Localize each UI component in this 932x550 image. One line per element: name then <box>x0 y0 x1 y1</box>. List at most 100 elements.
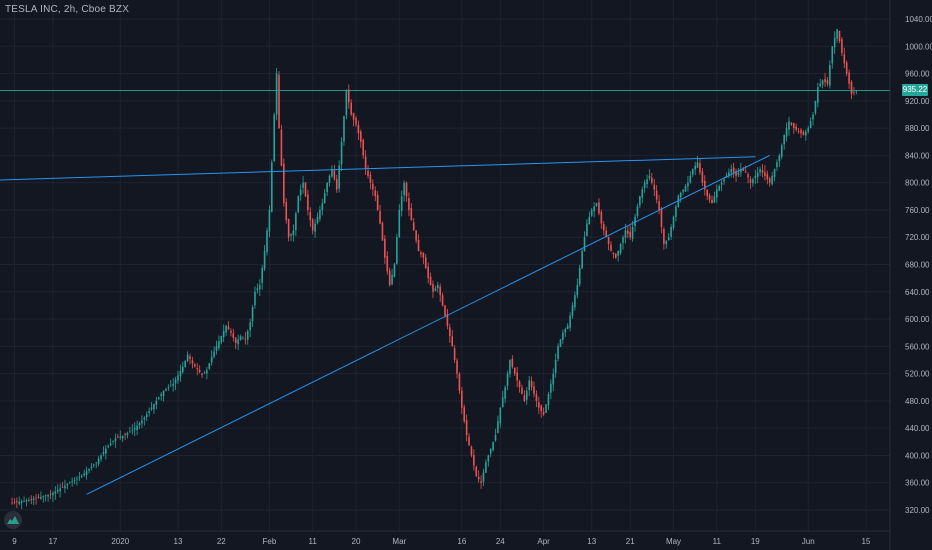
candle-body <box>653 184 656 190</box>
candle-body <box>328 175 331 183</box>
candle-body <box>528 380 530 391</box>
candle-body <box>186 354 189 362</box>
x-tick-label: Mar <box>392 537 406 546</box>
candle-body <box>191 360 194 364</box>
candle-body <box>408 198 410 210</box>
candle-body <box>388 270 391 285</box>
candle-body <box>422 252 425 258</box>
candle-body <box>150 407 153 410</box>
candle-body <box>617 250 619 256</box>
candle-body <box>222 330 225 338</box>
candle-body <box>562 332 564 340</box>
candle-body <box>189 356 191 359</box>
candle-body <box>174 379 177 384</box>
candle-body <box>651 177 653 183</box>
candle-body <box>658 201 660 210</box>
candle-body <box>179 371 182 377</box>
candle-body <box>607 236 610 245</box>
candle-body <box>112 440 114 442</box>
x-tick-label: 20 <box>352 537 361 546</box>
x-tick-label: 11 <box>713 537 722 546</box>
candle-body <box>314 223 316 232</box>
candle-body <box>627 230 629 234</box>
candle-body <box>340 141 343 165</box>
candle-body <box>631 226 634 239</box>
candle-body <box>227 326 230 330</box>
candle-body <box>71 481 73 483</box>
candle-body <box>451 336 454 347</box>
candle-body <box>660 208 663 227</box>
candle-body <box>752 179 754 184</box>
candle-body <box>533 386 535 395</box>
candle-body <box>643 182 646 188</box>
x-tick-label: 2020 <box>111 537 129 546</box>
candle-body <box>434 288 437 291</box>
y-tick-label: 960.00 <box>905 70 930 79</box>
candle-body <box>432 284 434 292</box>
candle-body <box>297 196 300 213</box>
candle-body <box>812 114 814 120</box>
candle-body <box>855 90 858 92</box>
x-tick-label: Apr <box>537 537 550 546</box>
candle-body <box>323 192 326 204</box>
candle-body <box>850 81 853 95</box>
candle-body <box>624 230 627 238</box>
candle-body <box>545 404 547 413</box>
candle-body <box>566 325 569 329</box>
candle-body <box>283 163 285 204</box>
candle-body <box>37 496 40 498</box>
candle-body <box>184 360 187 368</box>
candle-body <box>420 252 422 255</box>
x-tick-label: 21 <box>626 537 635 546</box>
candle-body <box>845 62 848 74</box>
candle-body <box>141 420 143 424</box>
candle-body <box>393 264 396 277</box>
candle-body <box>90 466 93 469</box>
candle-body <box>367 170 369 176</box>
candle-body <box>550 383 552 393</box>
candle-body <box>271 162 273 212</box>
candle-body <box>107 446 110 448</box>
candle-body <box>362 139 365 156</box>
candle-body <box>117 436 119 438</box>
candle-body <box>201 373 203 375</box>
candle-body <box>506 373 509 386</box>
candle-body <box>677 196 680 207</box>
candle-body <box>32 498 35 501</box>
candle-body <box>114 438 117 442</box>
x-tick-label: May <box>666 537 681 546</box>
candle-body <box>436 284 439 288</box>
candle-body <box>487 455 490 462</box>
candle-body <box>398 209 401 238</box>
candle-body <box>23 501 25 502</box>
y-tick-label: 880.00 <box>905 124 930 133</box>
candle-body <box>747 174 749 178</box>
candle-body <box>538 402 540 408</box>
candle-body <box>138 423 141 426</box>
candle-body <box>242 337 244 339</box>
candle-body <box>706 189 708 197</box>
x-tick-label: 22 <box>217 537 226 546</box>
candle-body <box>73 479 76 481</box>
candle-body <box>848 72 850 84</box>
candle-body <box>771 175 773 185</box>
candle-body <box>542 411 545 415</box>
y-tick-label: 480.00 <box>905 397 930 406</box>
candle-body <box>578 267 581 285</box>
candle-body <box>824 79 826 83</box>
tradingview-logo-icon <box>4 511 22 529</box>
candle-body <box>593 206 595 212</box>
candle-body <box>210 356 213 363</box>
candle-body <box>429 276 432 285</box>
candle-body <box>458 374 461 391</box>
candle-body <box>689 175 692 183</box>
candle-body <box>126 433 129 436</box>
candle-body <box>831 46 834 64</box>
candle-body <box>372 183 374 190</box>
x-tick-label: Feb <box>263 537 277 546</box>
candle-body <box>258 284 261 290</box>
candle-body <box>417 239 420 251</box>
candle-body <box>574 295 576 308</box>
